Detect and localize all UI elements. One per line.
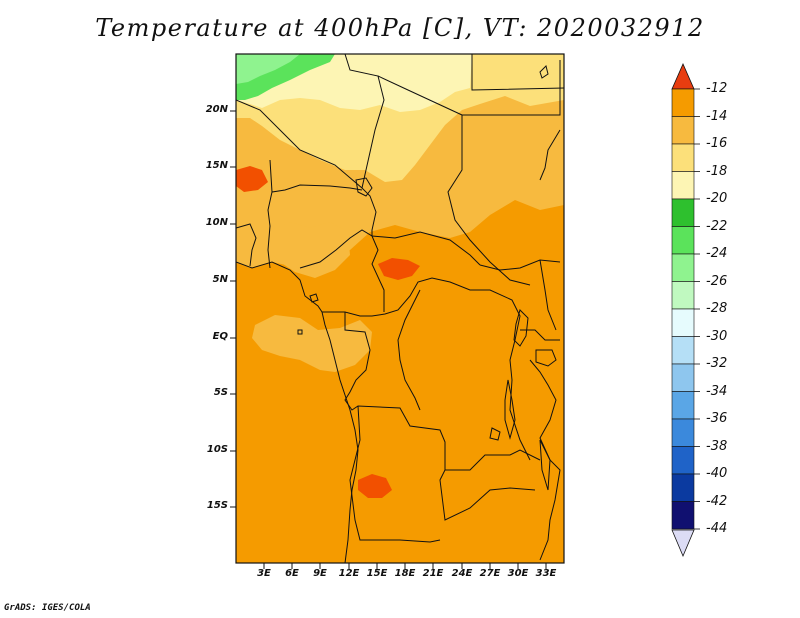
border-line	[322, 277, 531, 461]
colorbar-box	[671, 88, 695, 117]
lat-ticks	[230, 110, 236, 508]
border-line	[344, 54, 385, 236]
country-borders	[236, 54, 564, 563]
colorbar-box	[671, 198, 695, 227]
colorbar-label: -12	[706, 81, 728, 96]
lat-label: 10S	[206, 444, 228, 455]
colorbar-box	[671, 281, 695, 310]
lake-outline	[513, 309, 529, 347]
colorbar-label: -40	[706, 466, 728, 481]
colorbar-box	[671, 171, 695, 200]
lat-label: 15N	[205, 160, 228, 171]
lat-label: 5S	[213, 387, 228, 398]
border-line	[267, 191, 273, 269]
colorbar-label: -42	[706, 494, 728, 509]
colorbar	[671, 63, 700, 558]
border-line	[462, 60, 561, 116]
colorbar-label: -36	[706, 411, 728, 426]
colorbar-box	[671, 446, 695, 475]
colorbar-label: -34	[706, 384, 728, 399]
lon-label: 27E	[479, 568, 501, 579]
colorbar-label: -14	[706, 109, 728, 124]
border-line	[236, 223, 257, 267]
colorbar-box	[671, 143, 695, 172]
border-line	[377, 75, 531, 286]
colorbar-under-arrow	[671, 529, 695, 558]
field-patch-nigeria	[268, 222, 350, 278]
coastline	[236, 261, 359, 563]
colorbar-over-arrow	[671, 63, 695, 90]
map-frame	[235, 53, 565, 564]
border-line	[471, 54, 564, 91]
field-warm-spot-car	[378, 258, 420, 280]
lat-label: 20N	[205, 104, 228, 115]
colorbar-label: -22	[706, 219, 728, 234]
lon-label: 18E	[394, 568, 416, 579]
border-line	[445, 449, 541, 471]
colorbar-label: -32	[706, 356, 728, 371]
colorbar-label: -28	[706, 301, 728, 316]
lon-label: 30E	[507, 568, 529, 579]
field-warm-spot-west	[236, 166, 268, 192]
colorbar-box	[671, 473, 695, 502]
lon-label: 3E	[257, 568, 271, 579]
coastline	[539, 129, 561, 181]
lake-outline	[504, 379, 516, 440]
colorbar-box	[671, 253, 695, 282]
colorbar-box	[671, 336, 695, 365]
island	[297, 329, 303, 335]
colorbar-label: -26	[706, 274, 728, 289]
island	[309, 293, 319, 303]
colorbar-box	[671, 418, 695, 447]
lon-label: 21E	[422, 568, 444, 579]
lake-outline	[539, 439, 551, 491]
border-line	[479, 259, 561, 271]
lake-outline	[535, 349, 557, 367]
border-line	[344, 312, 536, 521]
temperature-field	[236, 54, 564, 563]
colorbar-label: -18	[706, 164, 728, 179]
border-line	[299, 229, 385, 312]
lake-outline	[489, 427, 501, 441]
border-line	[371, 231, 481, 266]
lat-label: EQ	[212, 331, 228, 342]
lon-label: 15E	[366, 568, 388, 579]
lon-ticks	[263, 563, 547, 569]
colorbar-label: -30	[706, 329, 728, 344]
colorbar-label: -24	[706, 246, 728, 261]
colorbar-label: -44	[706, 521, 728, 536]
colorbar-label: -16	[706, 136, 728, 151]
lake-outline	[355, 177, 373, 197]
colorbar-label: -20	[706, 191, 728, 206]
colorbar-label: -38	[706, 439, 728, 454]
colorbar-box	[671, 363, 695, 392]
border-line	[520, 329, 560, 341]
colorbar-box	[671, 116, 695, 145]
lon-label: 9E	[313, 568, 327, 579]
colorbar-box	[671, 501, 695, 530]
lat-label: 10N	[205, 217, 228, 228]
field-band-nw-edge	[236, 54, 300, 84]
field-patch-equator	[252, 315, 372, 372]
border-line	[397, 289, 421, 411]
lon-label: 12E	[338, 568, 360, 579]
chart-title: Temperature at 400hPa [C], VT: 202003291…	[95, 14, 705, 42]
island	[539, 65, 549, 79]
field-warm-spot-south	[358, 474, 392, 498]
colorbar-box	[671, 308, 695, 337]
lon-label: 33E	[535, 568, 557, 579]
lon-label: 24E	[451, 568, 473, 579]
lat-label: 5N	[212, 274, 228, 285]
colorbar-box	[671, 391, 695, 420]
colorbar-box	[671, 226, 695, 255]
border-line	[236, 99, 363, 189]
border-line	[539, 259, 557, 331]
credit-text: GrADS: IGES/COLA	[4, 603, 91, 613]
lat-label: 15S	[206, 500, 228, 511]
lon-label: 6E	[285, 568, 299, 579]
